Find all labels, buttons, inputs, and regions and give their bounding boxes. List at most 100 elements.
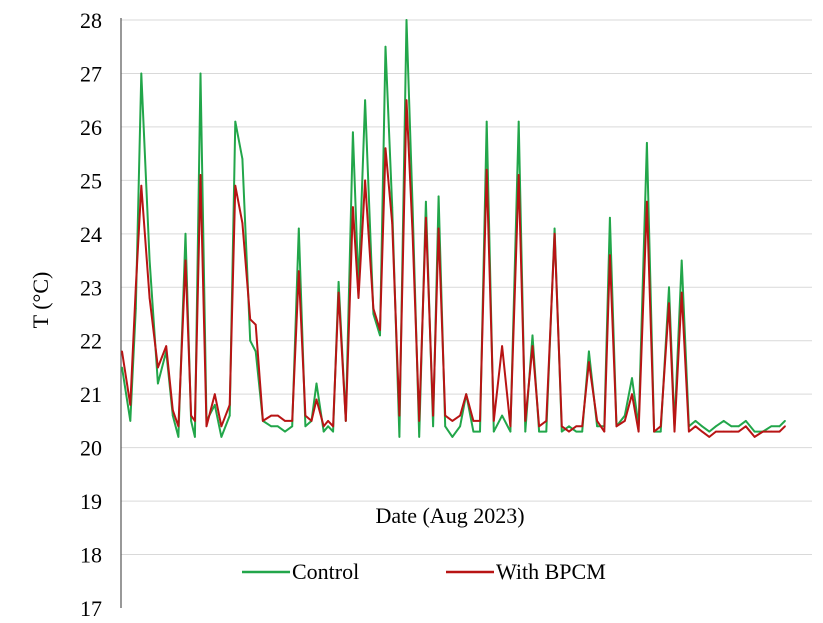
data-point	[485, 168, 488, 171]
data-point	[241, 158, 244, 160]
data-point	[680, 291, 683, 294]
data-point	[364, 99, 366, 102]
data-point	[753, 436, 756, 438]
data-point	[199, 174, 202, 176]
data-point	[379, 334, 381, 337]
data-point	[459, 414, 461, 417]
y-tick-label: 20	[80, 436, 102, 461]
data-point	[220, 425, 223, 428]
data-point	[194, 436, 196, 438]
data-point	[291, 425, 294, 428]
data-point	[332, 425, 334, 428]
data-point	[254, 350, 257, 353]
data-point	[637, 430, 640, 433]
data-point	[391, 222, 394, 225]
data-point	[753, 430, 756, 433]
data-point	[596, 420, 598, 422]
data-point	[646, 142, 648, 144]
data-point	[171, 409, 174, 412]
data-point	[310, 420, 313, 422]
data-point	[372, 313, 375, 315]
data-point	[575, 425, 578, 428]
data-point	[134, 286, 137, 289]
data-point	[694, 425, 697, 428]
data-point	[680, 259, 683, 262]
data-point	[140, 72, 143, 75]
data-point	[194, 420, 196, 422]
data-point	[531, 345, 534, 347]
data-point	[784, 425, 786, 428]
data-point	[228, 414, 231, 417]
data-point	[451, 420, 454, 422]
y-tick-label: 28	[80, 8, 102, 33]
data-point	[659, 430, 662, 433]
y-tick-label: 27	[80, 61, 102, 86]
legend: Control With BPCM	[242, 559, 606, 584]
data-point	[694, 420, 697, 422]
data-point	[322, 425, 325, 428]
data-point	[701, 425, 703, 428]
data-point	[472, 430, 475, 433]
data-point	[778, 425, 781, 428]
data-point	[609, 254, 611, 257]
data-point	[479, 420, 481, 422]
legend-label-control: Control	[292, 559, 359, 584]
data-point	[553, 232, 556, 235]
data-point	[327, 425, 329, 428]
data-point	[276, 425, 279, 428]
data-point	[762, 430, 764, 433]
data-point	[205, 425, 208, 428]
y-tick-label: 25	[80, 168, 102, 193]
data-point	[157, 382, 159, 385]
data-point	[560, 425, 563, 428]
data-point	[234, 184, 237, 187]
data-point	[465, 393, 468, 396]
data-point	[184, 259, 187, 262]
data-point	[581, 425, 584, 428]
data-point	[479, 430, 481, 433]
data-point	[177, 436, 180, 438]
data-point	[171, 414, 174, 417]
data-point	[588, 361, 590, 363]
data-point	[646, 200, 648, 203]
data-point	[352, 206, 354, 209]
data-point	[708, 430, 711, 433]
data-point	[364, 179, 366, 182]
data-point	[568, 425, 570, 428]
data-point	[220, 436, 223, 438]
data-point	[384, 147, 387, 150]
data-point	[668, 286, 670, 289]
data-point	[304, 425, 307, 428]
data-point	[199, 72, 202, 75]
data-point	[184, 232, 187, 235]
data-point	[270, 425, 273, 428]
data-point	[596, 425, 598, 428]
data-point	[609, 216, 611, 219]
y-tick-label: 23	[80, 275, 102, 300]
data-point	[148, 259, 151, 262]
data-point	[213, 404, 216, 406]
data-point	[425, 216, 427, 219]
data-point	[129, 404, 132, 406]
data-point	[411, 232, 414, 235]
data-point	[784, 420, 786, 422]
data-point	[730, 425, 733, 428]
data-point	[770, 430, 773, 433]
y-tick-label: 24	[80, 222, 102, 247]
data-point	[653, 430, 655, 433]
data-point	[708, 436, 711, 438]
data-point	[425, 200, 427, 203]
data-point	[384, 45, 387, 48]
data-point	[722, 430, 725, 433]
data-point	[352, 131, 354, 134]
data-point	[405, 19, 408, 21]
data-point	[588, 350, 590, 353]
data-point	[615, 425, 618, 428]
data-point	[770, 425, 773, 428]
data-point	[437, 227, 440, 230]
data-point	[501, 345, 503, 347]
data-point	[444, 425, 447, 428]
data-point	[509, 425, 512, 428]
data-point	[148, 297, 151, 299]
